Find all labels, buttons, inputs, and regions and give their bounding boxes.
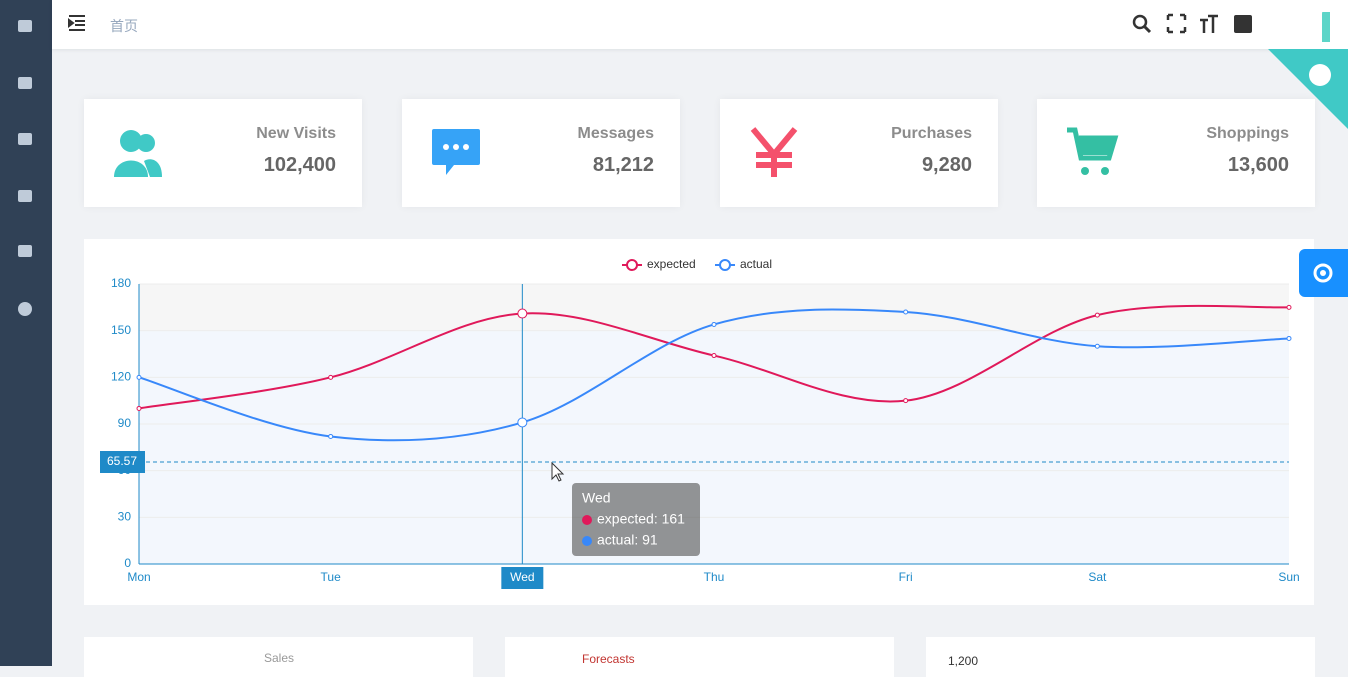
panel-icon (750, 127, 798, 177)
split-area (139, 377, 1289, 424)
fullscreen-icon[interactable] (1166, 13, 1187, 34)
tooltip-dot (582, 536, 592, 546)
data-point (903, 309, 909, 315)
menu-icon[interactable] (18, 190, 32, 202)
panel[interactable]: Shoppings 13,600 (1037, 99, 1315, 207)
split-area (139, 470, 1289, 518)
data-point (328, 374, 334, 380)
octocat (1309, 64, 1331, 86)
line-chart: 0306090120150180MonTueWedThuFriSatSun65.… (100, 257, 1300, 589)
panel-value: 9,280 (921, 154, 972, 176)
x-tick-label: Fri (899, 570, 913, 584)
menu-icon[interactable] (18, 245, 32, 257)
tick-label: 1,200 (948, 654, 979, 668)
panel[interactable]: Purchases 9,280 (720, 99, 998, 207)
settings-button[interactable] (1299, 249, 1348, 297)
data-point (711, 321, 717, 327)
x-label-highlight (501, 567, 544, 589)
panel-value: 81,212 (592, 154, 654, 176)
data-point (136, 405, 142, 411)
split-area (139, 517, 1289, 564)
avatar[interactable] (1322, 12, 1330, 42)
split-area (139, 424, 1289, 471)
legend-label: actual (740, 257, 772, 271)
panel-value: 13,600 (1227, 154, 1289, 176)
tooltip-bg (572, 483, 700, 556)
data-point (517, 417, 528, 428)
tooltip-title: Wed (582, 490, 611, 506)
menu-icon[interactable] (18, 20, 32, 32)
panel-heading: Forecasts (582, 652, 635, 666)
y-tick-label: 90 (118, 416, 132, 430)
x-tick-label: Sun (1278, 570, 1299, 584)
tooltip-item: expected: 161 (597, 511, 685, 527)
data-point (1286, 304, 1292, 310)
y-tick-label: 120 (111, 370, 131, 384)
sales-panel: Sales (84, 637, 473, 677)
chart-panel: 0306090120150180MonTueWedThuFriSatSun65.… (84, 239, 1314, 605)
y-tick-label: 150 (111, 323, 131, 337)
panel-title: Purchases (891, 125, 972, 142)
search-icon[interactable] (1132, 14, 1148, 30)
pointer-label: 65.57 (107, 454, 137, 468)
x-tick-label: Sat (1088, 570, 1107, 584)
pointer-label-bg (100, 451, 145, 474)
data-point (136, 374, 142, 380)
data-point (1094, 312, 1100, 318)
gear (1313, 263, 1333, 283)
tooltip-dot (582, 515, 592, 525)
legend-marker (719, 259, 731, 271)
hamburger[interactable] (68, 14, 86, 32)
cursor (551, 461, 565, 482)
data-point (1094, 343, 1100, 349)
data-point (711, 353, 717, 359)
navbar: 首页 (52, 0, 1348, 49)
github-corner[interactable] (1268, 49, 1348, 129)
y-tick-label: 30 (118, 510, 132, 524)
panel-icon (114, 130, 162, 177)
y-tick-label: 180 (111, 276, 131, 290)
menu-icon[interactable] (18, 302, 32, 316)
data-point (328, 433, 334, 439)
panel-title: Shoppings (1206, 125, 1289, 142)
x-tick-label: Tue (321, 570, 342, 584)
panel[interactable]: Messages 81,212 (402, 99, 680, 207)
size-icon[interactable] (1200, 14, 1218, 33)
panel-heading: Sales (264, 651, 295, 665)
breadcrumb[interactable]: 首页 (110, 18, 138, 34)
panel-value: 102,400 (263, 154, 336, 176)
panel-title: New Visits (256, 125, 336, 142)
panel-icon (1067, 127, 1119, 175)
panel-title: Messages (577, 125, 655, 142)
x-tick-label: Wed (510, 570, 534, 584)
sidebar (0, 0, 52, 666)
data-point (517, 308, 528, 319)
menu-icon[interactable] (18, 133, 32, 145)
nav-tools (1132, 12, 1330, 42)
panel-icon (432, 129, 480, 175)
x-tick-label: Mon (127, 570, 150, 584)
x-tick-label: Thu (704, 570, 725, 584)
data-point (1286, 335, 1292, 341)
data-point (903, 398, 909, 404)
tooltip-item: actual: 91 (597, 532, 658, 548)
forecasts-panel: Forecasts (505, 637, 894, 677)
lang-icon[interactable] (1234, 15, 1252, 33)
search-icon (1142, 24, 1152, 34)
panel[interactable]: New Visits 102,400 (84, 99, 362, 207)
menu-icon[interactable] (18, 77, 32, 89)
bar-panel: 1,200 (926, 637, 1315, 677)
legend-marker (626, 259, 638, 271)
legend-label: expected (647, 257, 696, 271)
y-tick-label: 0 (124, 556, 131, 570)
